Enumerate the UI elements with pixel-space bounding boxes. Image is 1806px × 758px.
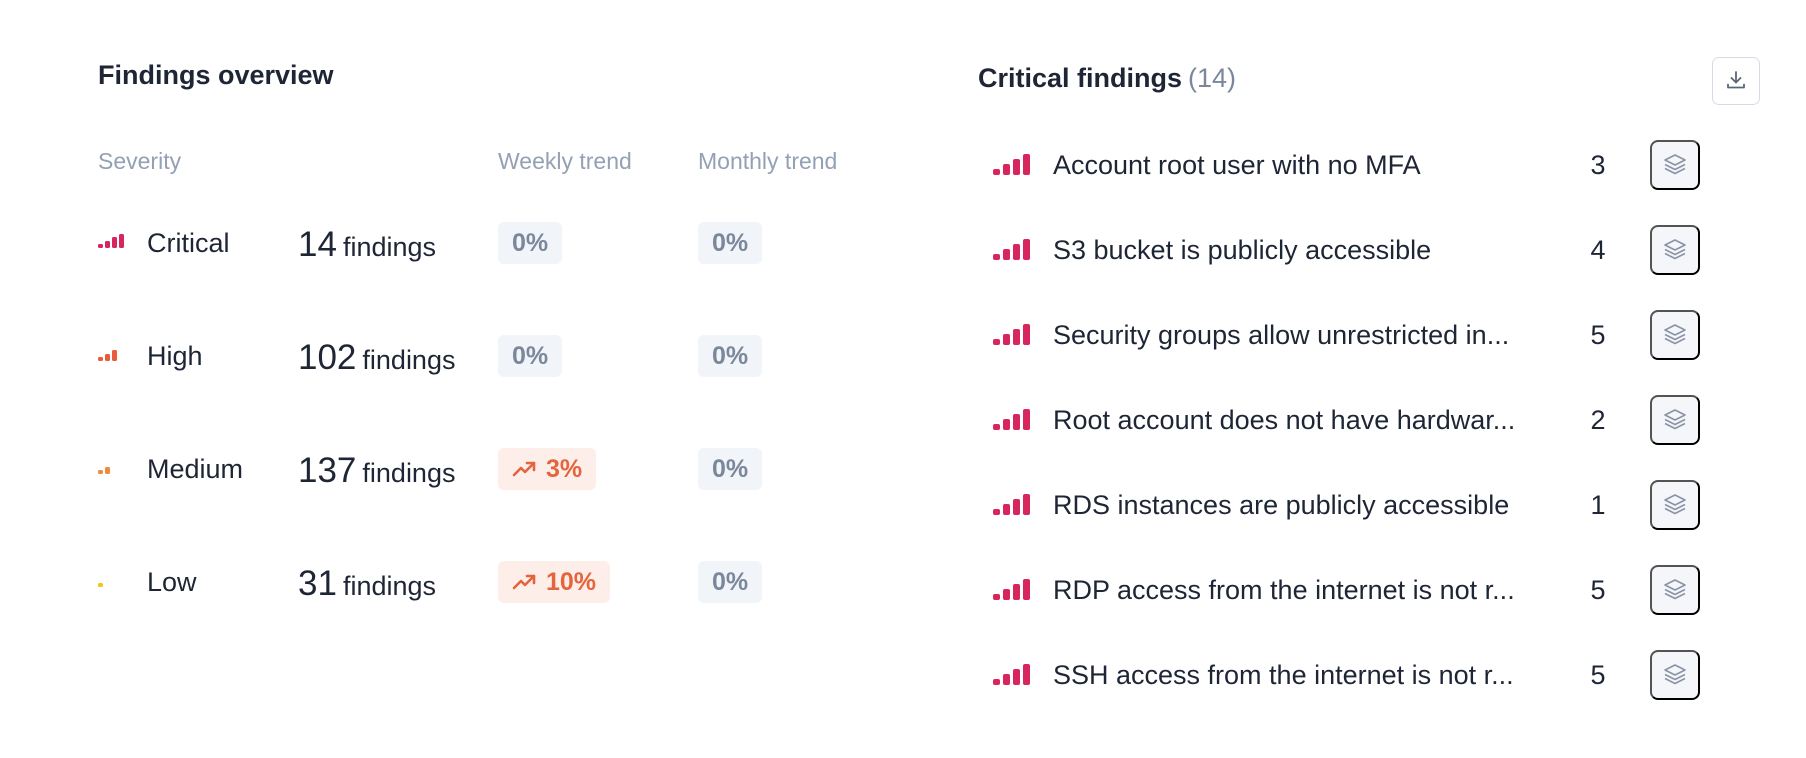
layers-icon [1662,661,1688,690]
severity-row-medium: Medium 137 findings 3% 0% [98,448,898,492]
weekly-trend-badge: 0% [498,335,563,377]
critical-finding-row[interactable]: RDS instances are publicly accessible 1 [993,480,1733,530]
severity-level-icon [98,345,117,361]
monthly-trend-value: 0% [712,567,749,596]
findings-count-value: 14 [298,225,337,264]
critical-finding-row[interactable]: Account root user with no MFA 3 [993,140,1733,190]
critical-severity-icon [993,238,1030,260]
critical-finding-title[interactable]: Account root user with no MFA [1053,150,1421,180]
findings-word: findings [342,571,437,601]
view-resources-button[interactable] [1650,225,1700,275]
critical-severity-icon [993,153,1030,175]
findings-count[interactable]: 102 findings [298,338,455,378]
layers-icon [1662,151,1688,180]
critical-findings-title: Critical findings (14) [978,63,1236,94]
critical-finding-count: 3 [1590,150,1606,180]
critical-finding-count: 5 [1590,575,1606,605]
critical-finding-count: 4 [1590,235,1606,265]
critical-finding-title[interactable]: S3 bucket is publicly accessible [1053,235,1432,265]
critical-severity-icon [993,493,1030,515]
weekly-trend-value: 10% [546,567,597,596]
severity-row-high: High 102 findings 0% 0% [98,335,898,379]
monthly-trend-value: 0% [712,454,749,483]
severity-label: Critical [147,228,230,258]
critical-finding-title[interactable]: RDP access from the internet is not r... [1053,575,1515,605]
findings-word: findings [362,458,456,488]
critical-severity-icon [993,578,1030,600]
layers-icon [1662,321,1688,350]
view-resources-button[interactable] [1650,480,1700,530]
critical-findings-title-text: Critical findings [978,63,1183,93]
layers-icon [1662,576,1688,605]
critical-severity-icon [993,663,1030,685]
weekly-trend-value: 0% [512,341,549,370]
critical-finding-row[interactable]: Root account does not have hardwar... 2 [993,395,1733,445]
findings-count[interactable]: 14 findings [298,225,436,265]
findings-word: findings [342,232,437,262]
findings-count-value: 31 [298,564,337,603]
monthly-trend-badge: 0% [698,222,763,264]
critical-finding-count: 2 [1590,405,1606,435]
view-resources-button[interactable] [1650,310,1700,360]
trending-up-icon [512,459,538,479]
critical-finding-title[interactable]: SSH access from the internet is not r... [1053,660,1514,690]
view-resources-button[interactable] [1650,565,1700,615]
weekly-trend-badge: 10% [498,561,611,603]
severity-level-icon [98,458,110,474]
critical-finding-row[interactable]: SSH access from the internet is not r...… [993,650,1733,700]
monthly-trend-column-header: Monthly trend [698,148,838,174]
view-resources-button[interactable] [1650,395,1700,445]
severity-level-icon [98,232,124,248]
trending-up-icon [512,572,538,592]
critical-finding-count: 5 [1590,320,1606,350]
critical-findings-panel: Critical findings (14) Account root user … [978,0,1768,758]
findings-word: findings [362,345,456,375]
download-button[interactable] [1712,57,1760,105]
findings-overview-title: Findings overview [98,60,334,90]
weekly-trend-badge: 3% [498,448,597,490]
weekly-trend-value: 0% [512,228,549,257]
critical-findings-count: (14) [1188,63,1237,93]
severity-row-critical: Critical 14 findings 0% 0% [98,222,898,266]
critical-finding-count: 5 [1590,660,1606,690]
severity-label: Low [147,567,197,597]
monthly-trend-badge: 0% [698,335,763,377]
critical-finding-title[interactable]: RDS instances are publicly accessible [1053,490,1510,520]
severity-label: High [147,341,203,371]
layers-icon [1662,406,1688,435]
view-resources-button[interactable] [1650,140,1700,190]
weekly-trend-column-header: Weekly trend [498,148,632,174]
severity-level-icon [98,571,103,587]
findings-overview-panel: Findings overview Severity Weekly trend … [98,0,898,758]
critical-finding-row[interactable]: RDP access from the internet is not r...… [993,565,1733,615]
findings-count-value: 102 [298,338,357,377]
critical-severity-icon [993,323,1030,345]
critical-finding-row[interactable]: Security groups allow unrestricted in...… [993,310,1733,360]
monthly-trend-badge: 0% [698,561,763,603]
critical-severity-icon [993,408,1030,430]
monthly-trend-value: 0% [712,228,749,257]
findings-count[interactable]: 31 findings [298,564,436,604]
layers-icon [1662,491,1688,520]
monthly-trend-value: 0% [712,341,749,370]
critical-finding-row[interactable]: S3 bucket is publicly accessible 4 [993,225,1733,275]
weekly-trend-value: 3% [546,454,583,483]
download-icon [1725,69,1747,94]
severity-column-header: Severity [98,148,182,174]
severity-row-low: Low 31 findings 10% 0% [98,561,898,605]
view-resources-button[interactable] [1650,650,1700,700]
monthly-trend-badge: 0% [698,448,763,490]
weekly-trend-badge: 0% [498,222,563,264]
severity-label: Medium [147,454,244,484]
layers-icon [1662,236,1688,265]
critical-finding-title[interactable]: Security groups allow unrestricted in... [1053,320,1510,350]
findings-count-value: 137 [298,451,357,490]
critical-finding-count: 1 [1590,490,1606,520]
critical-finding-title[interactable]: Root account does not have hardwar... [1053,405,1516,435]
findings-count[interactable]: 137 findings [298,451,455,491]
